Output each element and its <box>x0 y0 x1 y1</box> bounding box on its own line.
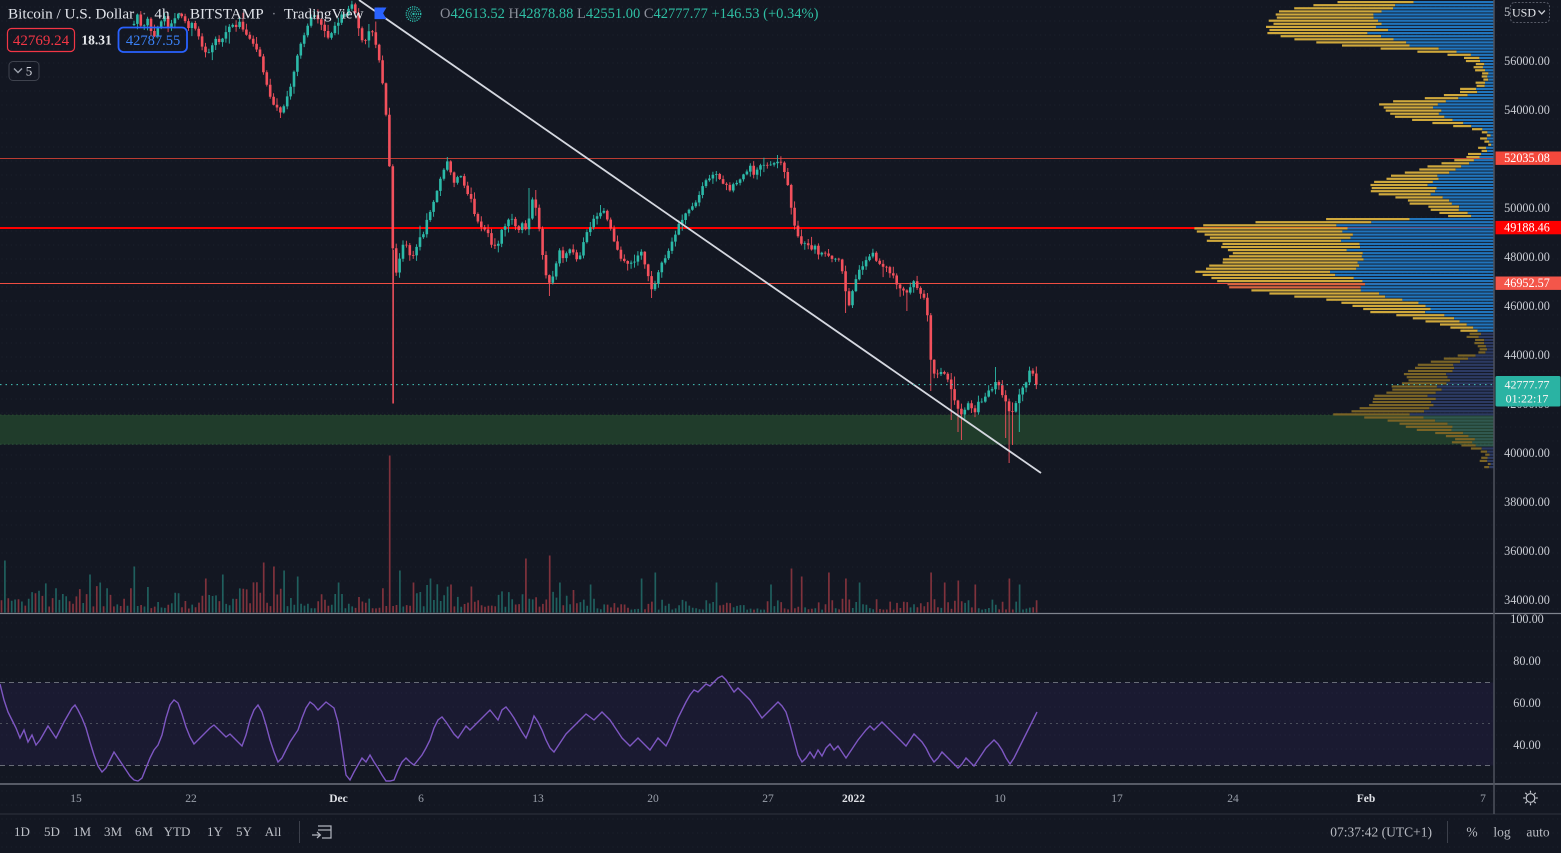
svg-text:5: 5 <box>26 64 33 79</box>
svg-text:15: 15 <box>70 793 82 805</box>
svg-text:42777.77: 42777.77 <box>1505 378 1550 392</box>
svg-text:100.00: 100.00 <box>1510 612 1544 626</box>
svg-text:49188.46: 49188.46 <box>1504 221 1550 235</box>
svg-text:All: All <box>265 824 282 839</box>
svg-text:7: 7 <box>1480 793 1486 805</box>
svg-text:46952.57: 46952.57 <box>1504 276 1550 290</box>
svg-text:Feb: Feb <box>1357 793 1376 805</box>
svg-text:auto: auto <box>1526 825 1549 840</box>
svg-text:1M: 1M <box>73 824 92 839</box>
svg-text:6: 6 <box>418 793 424 805</box>
svg-text:44000.00: 44000.00 <box>1504 348 1550 362</box>
svg-text:80.00: 80.00 <box>1513 654 1540 668</box>
svg-text:20: 20 <box>647 793 659 805</box>
svg-text:42787.55: 42787.55 <box>126 33 180 49</box>
svg-text:10: 10 <box>994 793 1006 805</box>
svg-text:27: 27 <box>762 793 774 805</box>
svg-text:5Y: 5Y <box>236 824 253 839</box>
svg-text:34000.00: 34000.00 <box>1504 593 1550 607</box>
svg-text:YTD: YTD <box>164 824 191 839</box>
svg-text:3M: 3M <box>104 824 123 839</box>
svg-text:52035.08: 52035.08 <box>1504 151 1550 165</box>
svg-text:5D: 5D <box>44 824 60 839</box>
svg-text:O42613.52 H42878.88 L42551.00: O42613.52 H42878.88 L42551.00 C42777.77 … <box>440 6 819 22</box>
svg-text:56000.00: 56000.00 <box>1504 54 1550 68</box>
svg-text:54000.00: 54000.00 <box>1504 103 1550 117</box>
svg-text:Dec: Dec <box>329 793 348 805</box>
svg-text:1D: 1D <box>14 824 30 839</box>
svg-text:38000.00: 38000.00 <box>1504 495 1550 509</box>
svg-text:%: % <box>1466 825 1477 840</box>
svg-text:log: log <box>1493 825 1511 840</box>
svg-text:60.00: 60.00 <box>1513 696 1540 710</box>
svg-text:13: 13 <box>532 793 544 805</box>
svg-text:40000.00: 40000.00 <box>1504 446 1550 460</box>
svg-text:40.00: 40.00 <box>1513 738 1540 752</box>
svg-text:07:37:42 (UTC+1): 07:37:42 (UTC+1) <box>1330 825 1432 840</box>
svg-text:USD: USD <box>1512 6 1536 20</box>
svg-text:18.31: 18.31 <box>81 33 112 48</box>
svg-text:42769.24: 42769.24 <box>13 33 70 49</box>
svg-text:01:22:17: 01:22:17 <box>1506 392 1549 406</box>
svg-text:24: 24 <box>1227 793 1239 805</box>
svg-text:48000.00: 48000.00 <box>1504 250 1550 264</box>
svg-text:22: 22 <box>185 793 197 805</box>
svg-text:1Y: 1Y <box>207 824 224 839</box>
svg-text:Bitcoin / U.S. Dollar · 4h · B: Bitcoin / U.S. Dollar · 4h · BITSTAMP · … <box>8 6 364 23</box>
svg-text:46000.00: 46000.00 <box>1504 299 1550 313</box>
svg-text:2022: 2022 <box>842 793 865 805</box>
svg-text:6M: 6M <box>135 824 154 839</box>
svg-text:50000.00: 50000.00 <box>1504 201 1550 215</box>
svg-text:17: 17 <box>1111 793 1123 805</box>
svg-text:36000.00: 36000.00 <box>1504 544 1550 558</box>
